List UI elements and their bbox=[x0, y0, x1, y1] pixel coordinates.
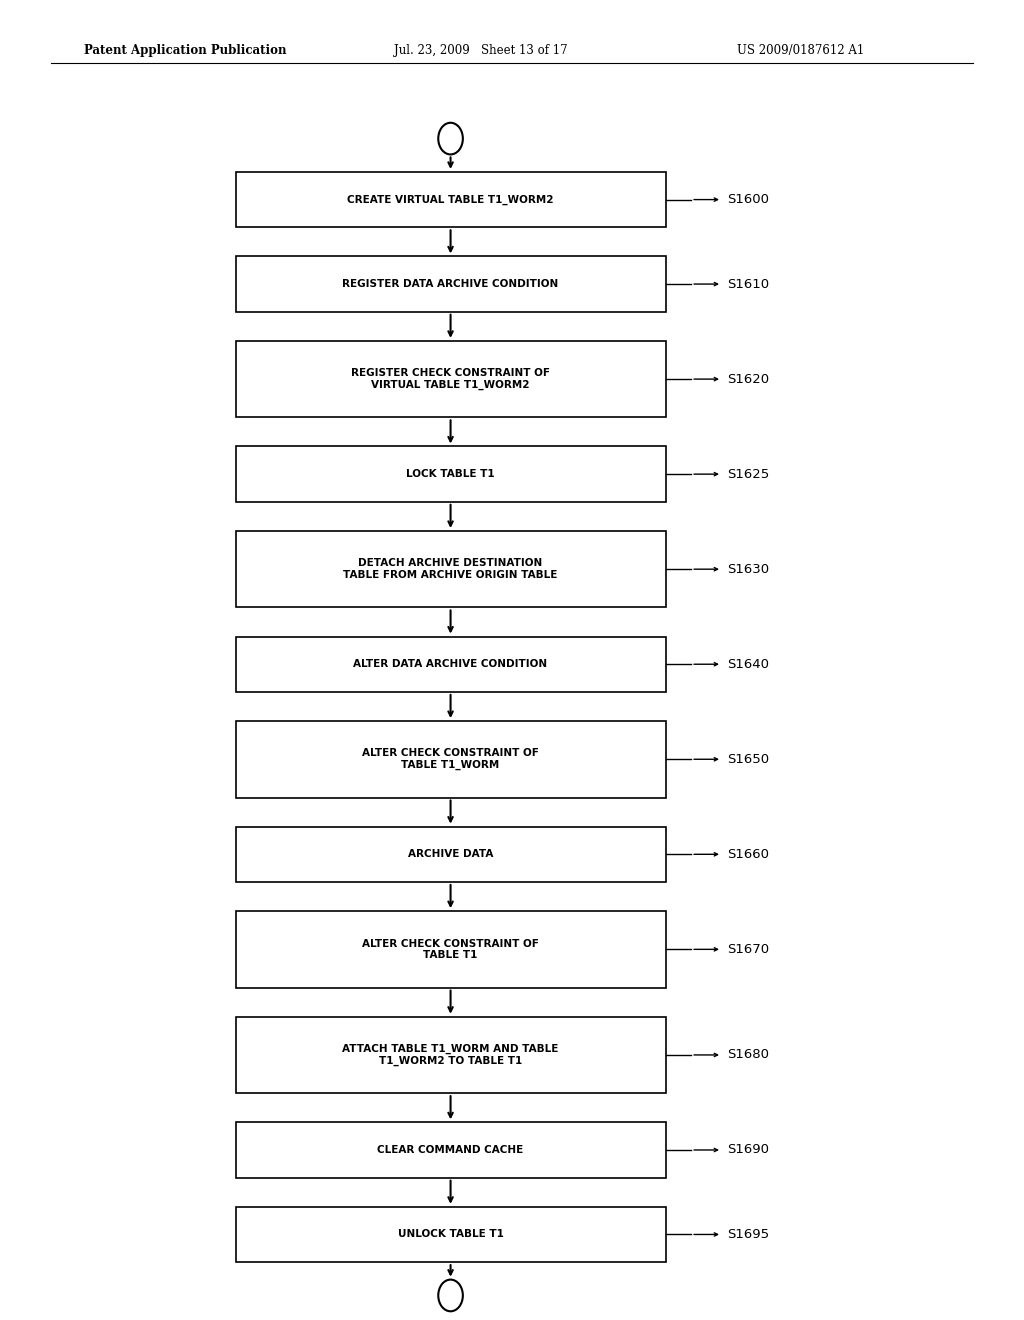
Text: CLEAR COMMAND CACHE: CLEAR COMMAND CACHE bbox=[378, 1144, 523, 1155]
Bar bbox=[236, 341, 666, 417]
Text: DETACH ARCHIVE DESTINATION
TABLE FROM ARCHIVE ORIGIN TABLE: DETACH ARCHIVE DESTINATION TABLE FROM AR… bbox=[343, 558, 558, 579]
Bar bbox=[236, 531, 666, 607]
Text: US 2009/0187612 A1: US 2009/0187612 A1 bbox=[737, 44, 864, 57]
Text: S1625: S1625 bbox=[727, 467, 769, 480]
Bar bbox=[236, 911, 666, 987]
Text: S1620: S1620 bbox=[727, 372, 769, 385]
Text: LOCK TABLE T1: LOCK TABLE T1 bbox=[407, 469, 495, 479]
Text: S1670: S1670 bbox=[727, 942, 769, 956]
Text: ARCHIVE DATA: ARCHIVE DATA bbox=[408, 849, 494, 859]
Text: S1695: S1695 bbox=[727, 1228, 769, 1241]
Text: S1690: S1690 bbox=[727, 1143, 769, 1156]
Text: S1640: S1640 bbox=[727, 657, 769, 671]
Bar bbox=[236, 826, 666, 882]
Bar bbox=[236, 1122, 666, 1177]
Text: S1610: S1610 bbox=[727, 277, 769, 290]
Text: S1680: S1680 bbox=[727, 1048, 769, 1061]
Bar bbox=[236, 446, 666, 502]
Text: Patent Application Publication: Patent Application Publication bbox=[84, 44, 287, 57]
Text: S1630: S1630 bbox=[727, 562, 769, 576]
Text: REGISTER DATA ARCHIVE CONDITION: REGISTER DATA ARCHIVE CONDITION bbox=[342, 279, 559, 289]
Text: ATTACH TABLE T1_WORM AND TABLE
T1_WORM2 TO TABLE T1: ATTACH TABLE T1_WORM AND TABLE T1_WORM2 … bbox=[342, 1044, 559, 1067]
Text: CREATE VIRTUAL TABLE T1_WORM2: CREATE VIRTUAL TABLE T1_WORM2 bbox=[347, 194, 554, 205]
Text: ALTER CHECK CONSTRAINT OF
TABLE T1: ALTER CHECK CONSTRAINT OF TABLE T1 bbox=[362, 939, 539, 960]
Text: S1660: S1660 bbox=[727, 847, 769, 861]
Bar bbox=[236, 1016, 666, 1093]
Bar bbox=[236, 636, 666, 692]
Bar bbox=[236, 172, 666, 227]
Text: Jul. 23, 2009   Sheet 13 of 17: Jul. 23, 2009 Sheet 13 of 17 bbox=[394, 44, 568, 57]
Text: S1600: S1600 bbox=[727, 193, 769, 206]
Bar bbox=[236, 256, 666, 312]
Text: S1650: S1650 bbox=[727, 752, 769, 766]
Text: ALTER DATA ARCHIVE CONDITION: ALTER DATA ARCHIVE CONDITION bbox=[353, 659, 548, 669]
Bar bbox=[236, 1206, 666, 1262]
Text: REGISTER CHECK CONSTRAINT OF
VIRTUAL TABLE T1_WORM2: REGISTER CHECK CONSTRAINT OF VIRTUAL TAB… bbox=[351, 368, 550, 389]
Text: UNLOCK TABLE T1: UNLOCK TABLE T1 bbox=[397, 1229, 504, 1239]
Text: ALTER CHECK CONSTRAINT OF
TABLE T1_WORM: ALTER CHECK CONSTRAINT OF TABLE T1_WORM bbox=[362, 748, 539, 770]
Bar bbox=[236, 721, 666, 797]
